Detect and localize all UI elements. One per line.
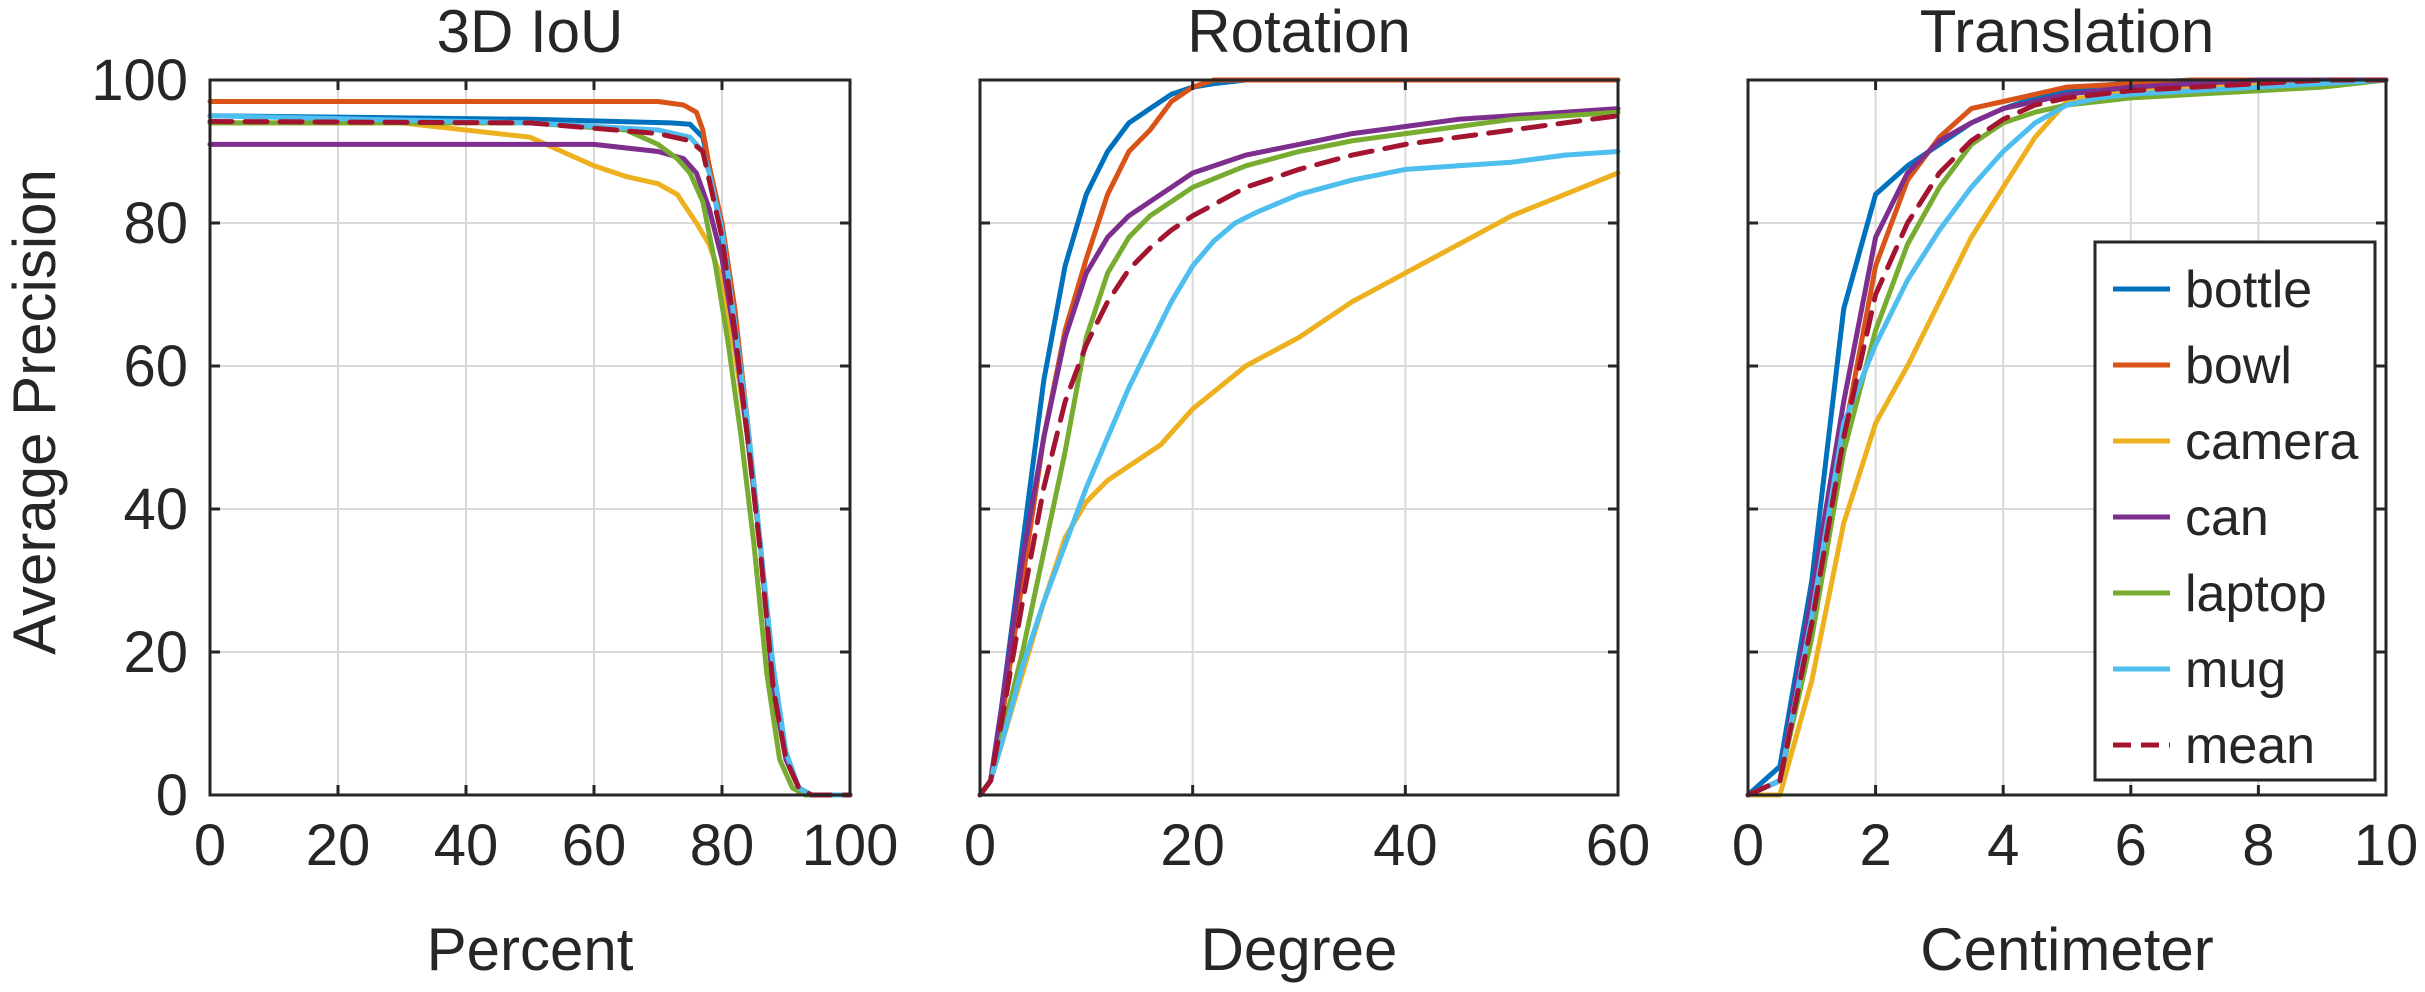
axis-box — [208, 78, 852, 797]
y-tick-label: 40 — [123, 477, 188, 542]
x-tick-label: 40 — [1373, 813, 1438, 878]
series-line-mean — [207, 119, 853, 798]
series-line-can — [977, 106, 1621, 798]
series-line-laptop — [207, 120, 853, 798]
x-tick-label: 80 — [690, 813, 755, 878]
y-tick-label: 0 — [156, 763, 188, 828]
x-tick-label: 10 — [2354, 813, 2419, 878]
legend-label-bottle: bottle — [2185, 261, 2312, 319]
x-tick-label: 4 — [1987, 813, 2019, 878]
axis-box — [1746, 78, 2388, 797]
legend-label-camera: camera — [2185, 413, 2358, 471]
series-line-bowl — [977, 77, 1621, 798]
panel-title: Translation — [1920, 0, 2215, 65]
x-tick-label: 40 — [434, 813, 499, 878]
x-tick-label: 100 — [802, 813, 899, 878]
y-tick-label: 60 — [123, 334, 188, 399]
panel-title: Rotation — [1187, 0, 1410, 65]
panel-rotation: 0 20 40 60 Rotation Degree — [964, 0, 1650, 983]
x-tick-label: 60 — [562, 813, 627, 878]
series-line-can — [1745, 77, 2389, 798]
y-axis-label: Average Precision — [1, 169, 68, 655]
series-line-mean — [1745, 77, 2389, 798]
legend-label-mean: mean — [2185, 717, 2315, 775]
x-tick-label: 0 — [1732, 813, 1764, 878]
x-axis-label: Centimeter — [1920, 916, 2213, 983]
x-tick-label: 0 — [194, 813, 226, 878]
legend: bottle bowl camera can laptop mug mean — [2093, 240, 2377, 782]
series-line-mug — [207, 113, 853, 798]
series-line-camera — [977, 170, 1621, 798]
series-line-bottle — [977, 77, 1621, 798]
x-axis-label: Percent — [427, 916, 634, 983]
x-axis-label: Degree — [1201, 916, 1398, 983]
y-tick-label: 100 — [91, 48, 188, 113]
series-line-laptop — [1745, 77, 2389, 798]
x-tick-label: 20 — [306, 813, 371, 878]
y-tick-label: 20 — [123, 620, 188, 685]
x-tick-label: 2 — [1859, 813, 1891, 878]
axis-box — [978, 78, 1620, 797]
x-tick-label: 6 — [2115, 813, 2147, 878]
series-line-laptop — [977, 109, 1621, 798]
legend-label-can: can — [2185, 489, 2269, 547]
series-line-mug — [977, 149, 1621, 798]
series-line-bowl — [207, 99, 853, 798]
series-line-bottle — [207, 113, 853, 798]
x-tick-label: 20 — [1160, 813, 1225, 878]
x-tick-label: 8 — [2242, 813, 2274, 878]
y-tick-label: 80 — [123, 191, 188, 256]
x-tick-label: 60 — [1586, 813, 1651, 878]
legend-box — [2093, 240, 2377, 782]
panel-3d-iou: 0 20 40 60 80 100 0 20 40 60 80 100 3D IoU Percent — [91, 0, 898, 983]
x-tick-label: 0 — [964, 813, 996, 878]
legend-label-mug: mug — [2185, 641, 2286, 699]
panel-translation: 0 2 4 6 8 10 Translation Centimeter — [1732, 0, 2418, 983]
legend-label-laptop: laptop — [2185, 565, 2327, 623]
legend-label-bowl: bowl — [2185, 337, 2292, 395]
series-line-mean — [977, 113, 1621, 798]
panel-title: 3D IoU — [437, 0, 624, 65]
